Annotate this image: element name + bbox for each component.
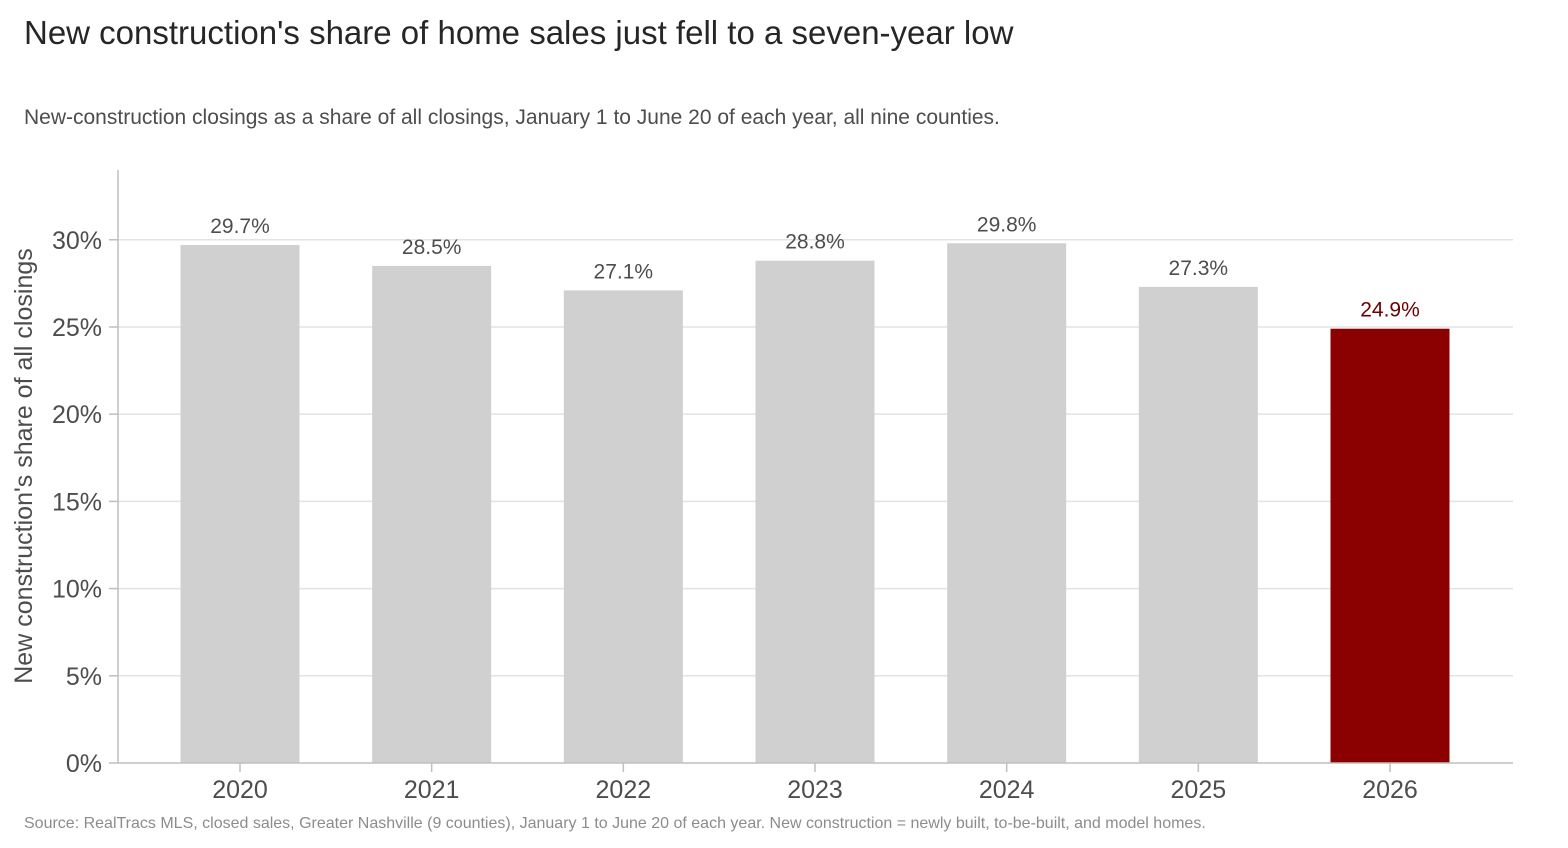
- y-tick-label: 10%: [52, 576, 102, 604]
- data-label-2026: 24.9%: [1360, 299, 1420, 322]
- axes: 0% 5% 10% 15% 20% 25% 30% 2020 2021 2022 2023 2024 2…: [52, 170, 1513, 804]
- y-axis-title: New construction's share of all closings: [10, 248, 38, 684]
- chart-title: New construction's share of home sales j…: [24, 14, 1014, 51]
- data-labels: 29.7% 28.5% 27.1% 28.8% 29.8% 27.3% 24.9%: [210, 213, 1420, 321]
- bar-2026: [1330, 328, 1450, 763]
- bar-2021: [372, 265, 492, 763]
- data-label-2021: 28.5%: [402, 236, 462, 259]
- bars: [180, 243, 1450, 764]
- data-label-2024: 29.8%: [977, 213, 1037, 236]
- x-tick-label-2020: 2020: [212, 776, 268, 804]
- y-tick-label: 15%: [52, 488, 102, 516]
- x-tick-label-2021: 2021: [404, 776, 460, 804]
- bar-2023: [755, 260, 875, 763]
- y-tick-label: 20%: [52, 401, 102, 429]
- y-tick-label: 5%: [66, 663, 102, 691]
- x-tick-label-2023: 2023: [787, 776, 843, 804]
- y-tick-label: 0%: [66, 750, 102, 778]
- data-label-2020: 29.7%: [210, 215, 270, 238]
- bar-2020: [180, 244, 300, 763]
- x-tick-label-2024: 2024: [979, 776, 1035, 804]
- data-label-2023: 28.8%: [785, 231, 845, 254]
- bar-2024: [947, 243, 1067, 764]
- x-tick-label-2025: 2025: [1171, 776, 1227, 804]
- data-label-2025: 27.3%: [1169, 257, 1229, 280]
- y-tick-label: 30%: [52, 227, 102, 255]
- bar-2022: [563, 290, 683, 763]
- data-label-2022: 27.1%: [594, 260, 654, 283]
- x-tick-label-2022: 2022: [596, 776, 652, 804]
- chart-subtitle: New-construction closings as a share of …: [24, 106, 1000, 129]
- y-tick-label: 25%: [52, 314, 102, 342]
- source-note: Source: RealTracs MLS, closed sales, Gre…: [24, 815, 1206, 832]
- bar-2025: [1138, 286, 1258, 763]
- x-tick-label-2026: 2026: [1362, 776, 1418, 804]
